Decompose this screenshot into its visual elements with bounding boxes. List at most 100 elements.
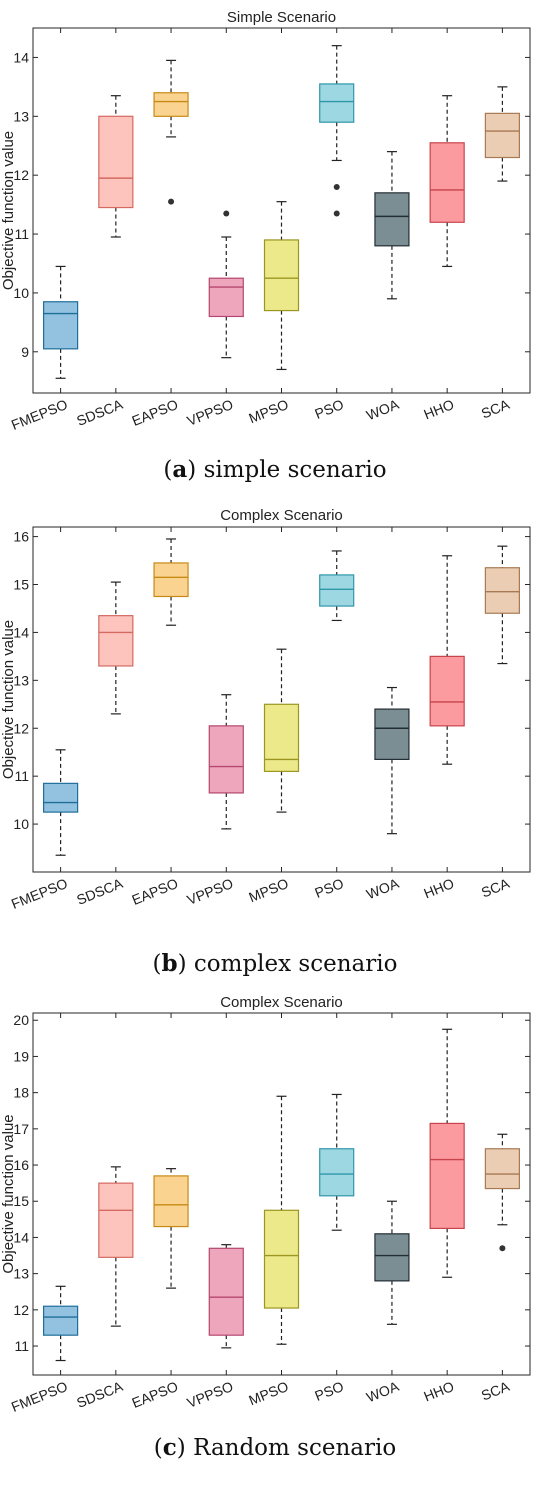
y-tick-label: 20 [13,1012,29,1028]
box-woa [374,1013,410,1375]
x-tick-label: VPPSO [185,396,236,429]
iqr-box [98,1182,134,1258]
iqr-box [208,277,244,318]
caption-text: simple scenario [196,457,387,483]
box-eapso [153,1013,189,1375]
iqr-box [429,655,465,727]
iqr-box [374,192,410,247]
box-sca [484,1013,520,1375]
x-tick-label: FMEPSO [9,396,70,433]
box-fmepso [43,28,79,393]
box-fmepso [43,1013,79,1375]
caption-letter: a [172,456,188,483]
chart-random-scenario: Complex Scenario 11 12 13 14 15 16 17 18 19 20 Obje… [0,994,531,1415]
box-sca [484,527,520,872]
iqr-box [43,301,79,350]
iqr-box [484,112,520,159]
x-tick-label: FMEPSO [9,875,70,912]
x-tick-label: SDSCA [74,875,125,908]
y-axis-label: Objective function value [0,1114,17,1273]
iqr-box [374,1233,410,1282]
box-vppso [208,1013,244,1375]
y-tick-label: 16 [13,1157,29,1173]
y-axis-label: Objective function value [0,131,17,290]
x-tick-label: SDSCA [74,1378,125,1411]
iqr-box [263,703,300,772]
x-tick-label: WOA [364,1378,402,1406]
y-tick-label: 13 [13,108,29,124]
panel-b: Complex Scenario 10 11 12 13 14 15 16 Objective … [0,500,550,990]
box-pso [319,28,355,393]
y-tick-label: 9 [21,344,29,360]
box-sdsca [98,1013,134,1375]
x-tick-label: MPSO [246,396,290,426]
outlier-point [333,210,340,217]
y-tick-label: 14 [13,624,29,640]
x-tick-label: PSO [312,1378,346,1404]
y-tick-label: 11 [14,1338,29,1354]
box-mpso [263,527,300,872]
chart-title: Complex Scenario [220,994,343,1011]
iqr-box [153,562,189,598]
caption-letter: b [161,950,178,977]
x-tick-label: SDSCA [74,396,125,429]
x-tick-label: MPSO [246,1378,290,1408]
box-eapso [153,28,189,393]
chart-title: Complex Scenario [220,507,343,524]
iqr-box [208,1247,244,1336]
y-tick-label: 15 [13,577,29,593]
box-woa [374,527,410,872]
y-tick-label: 11 [14,226,29,242]
x-tick-label: WOA [364,396,402,424]
y-tick-label: 14 [13,1229,29,1245]
box-vppso [208,28,244,393]
iqr-box [319,574,355,607]
y-tick-label: 11 [14,768,29,784]
box-fmepso [43,527,79,872]
chart-complex-scenario: Complex Scenario 10 11 12 13 14 15 16 Objective … [0,507,531,912]
y-tick-label: 13 [13,672,29,688]
box-sdsca [98,527,134,872]
y-tick-label: 12 [13,1302,29,1318]
y-tick-label: 10 [13,816,29,832]
y-tick-label: 14 [13,49,29,65]
x-tick-label: HHO [421,1378,456,1405]
x-tick-label: VPPSO [185,875,236,908]
iqr-box [374,708,410,760]
box-vppso [208,527,244,872]
chart-simple-scenario: Simple Scenario 9 10 11 12 13 14 Objective func… [0,9,531,433]
x-tick-label: SCA [479,875,512,901]
chart-title: Simple Scenario [227,9,336,26]
iqr-box [98,615,134,667]
iqr-box [484,567,520,614]
iqr-box [319,83,355,123]
iqr-box [43,1305,79,1336]
iqr-box [263,239,300,312]
iqr-box [429,142,465,223]
outlier-point [333,183,340,190]
x-tick-label: PSO [312,396,346,422]
panel-c: Complex Scenario 11 12 13 14 15 16 17 18 19 20 Obje… [0,990,550,1485]
box-eapso [153,527,189,872]
x-tick-label: HHO [421,396,456,423]
x-tick-label: EAPSO [129,1378,180,1411]
x-tick-label: WOA [364,875,402,903]
y-tick-label: 13 [13,1266,29,1282]
y-tick-label: 12 [13,167,29,183]
x-tick-label: EAPSO [129,396,180,429]
outlier-point [168,198,175,205]
box-sdsca [98,28,134,393]
box-hho [429,1013,465,1375]
panel-a: Simple Scenario 9 10 11 12 13 14 Objective func… [0,0,550,490]
box-pso [319,527,355,872]
iqr-box [208,725,244,794]
box-pso [319,1013,355,1375]
box-mpso [263,1013,300,1375]
x-tick-label: EAPSO [129,875,180,908]
y-tick-label: 10 [13,285,29,301]
x-tick-label: SCA [479,396,512,422]
x-tick-label: SCA [479,1378,512,1404]
box-mpso [263,28,300,393]
iqr-box [484,1148,520,1190]
iqr-box [43,782,79,813]
